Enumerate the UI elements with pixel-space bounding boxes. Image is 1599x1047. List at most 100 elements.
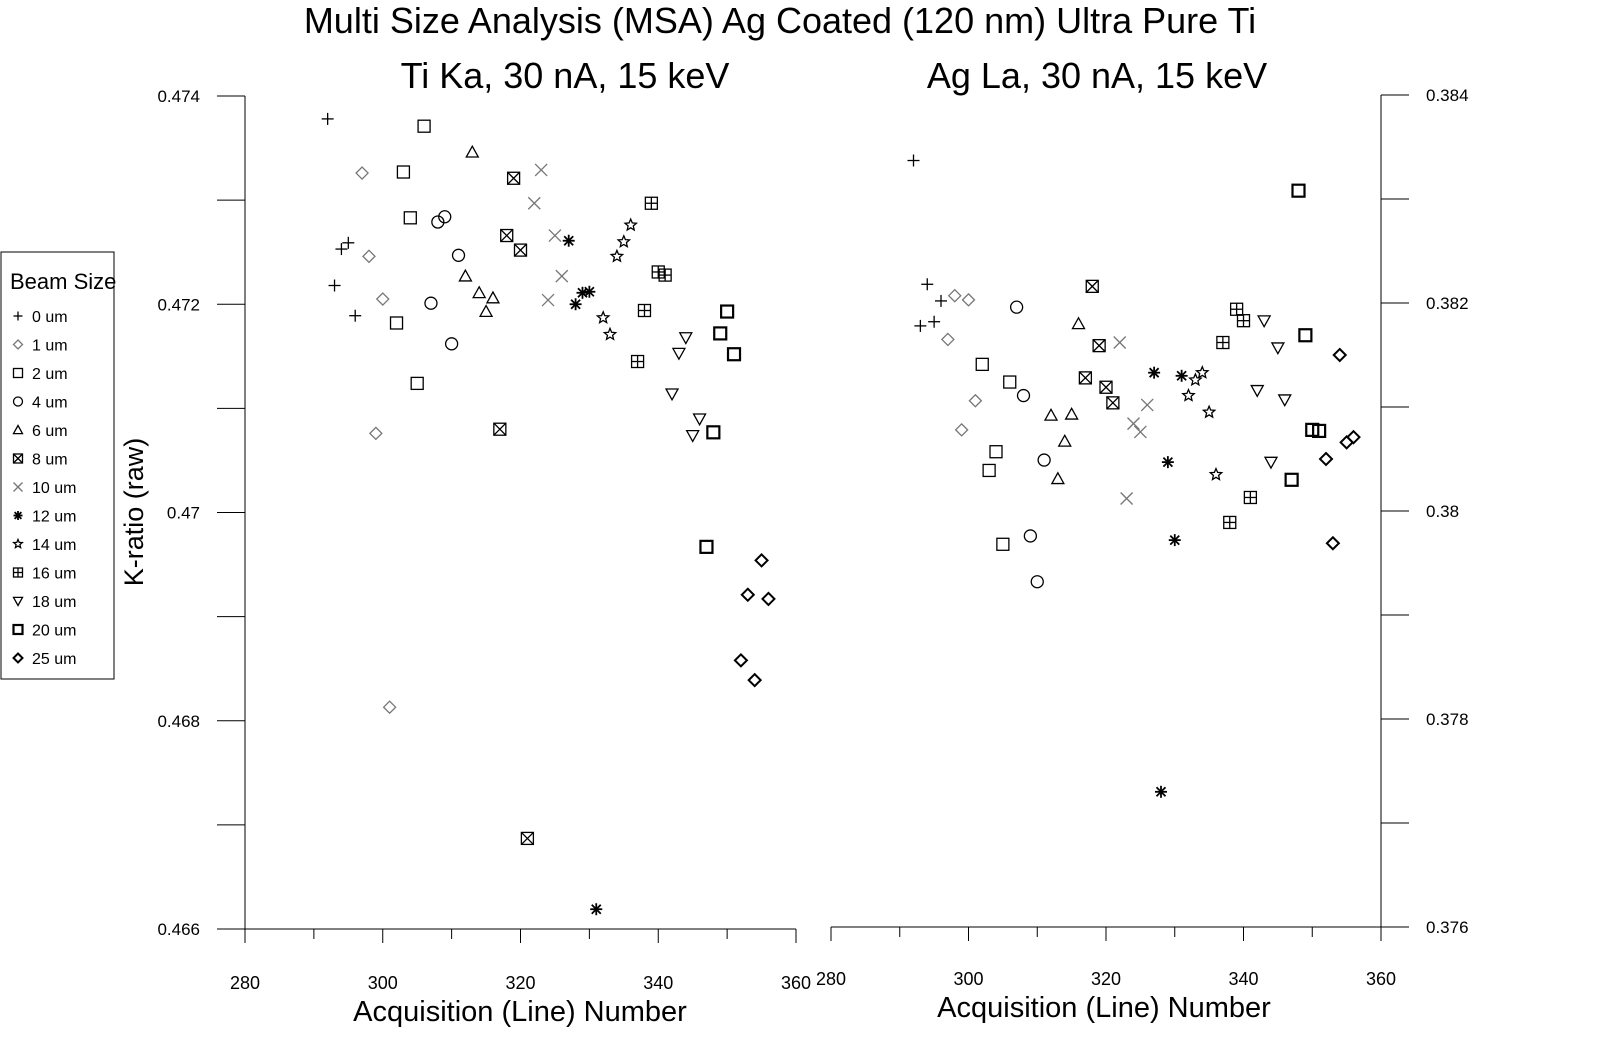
- data-point: [1030, 575, 1044, 589]
- data-point: [1023, 529, 1038, 543]
- legend-item: 10 um: [13, 480, 76, 497]
- legend-item: 8 um: [12, 452, 68, 469]
- x-tick-label: 280: [816, 969, 846, 989]
- data-point: [1312, 423, 1327, 439]
- data-point: [520, 831, 535, 846]
- series-14-um: [595, 217, 639, 341]
- data-point: [1201, 404, 1217, 419]
- data-point: [726, 347, 742, 362]
- data-point: [1243, 490, 1258, 505]
- data-point: [713, 326, 728, 341]
- data-point: [940, 332, 955, 347]
- data-point: [1257, 315, 1272, 329]
- data-point: [1277, 394, 1292, 408]
- y-tick-label: 0.474: [157, 87, 200, 106]
- legend-item: 6 um: [12, 423, 68, 440]
- series-16-um: [630, 196, 672, 369]
- data-point: [424, 296, 438, 310]
- data-point: [982, 463, 996, 478]
- y-tick-label: 0.47: [167, 504, 200, 523]
- data-point: [651, 265, 665, 279]
- data-point: [583, 285, 596, 298]
- series-10-um: [527, 163, 569, 307]
- data-point: [914, 319, 927, 332]
- legend-item: 2 um: [12, 366, 68, 383]
- data-point: [403, 211, 417, 225]
- series-8-um: [1078, 279, 1120, 410]
- data-point: [1099, 380, 1113, 394]
- data-point: [1229, 302, 1244, 316]
- data-point: [637, 303, 652, 318]
- legend-item-label: 10 um: [32, 480, 76, 497]
- triangle-up-marker-icon: [12, 424, 24, 435]
- data-point: [1216, 335, 1230, 350]
- y-tick-label: 0.384: [1426, 86, 1469, 105]
- data-point: [1133, 425, 1147, 439]
- series-8-um: [493, 171, 535, 846]
- data-point: [478, 304, 494, 317]
- data-point: [678, 332, 693, 345]
- data-point: [1208, 466, 1224, 481]
- x-tick-label: 320: [1091, 969, 1121, 989]
- legend-item-label: 18 um: [32, 594, 76, 611]
- data-point: [1009, 300, 1024, 314]
- data-point: [975, 357, 989, 372]
- data-point: [458, 268, 473, 282]
- data-point: [1339, 434, 1355, 450]
- data-point: [1043, 407, 1059, 421]
- data-point: [1298, 328, 1313, 343]
- data-point: [1168, 534, 1181, 547]
- legend-item-label: 14 um: [32, 537, 76, 554]
- y-tick-label: 0.468: [157, 712, 200, 731]
- data-point: [1057, 433, 1072, 447]
- data-point: [720, 304, 735, 319]
- data-point: [1092, 338, 1106, 353]
- data-point: [1188, 372, 1203, 387]
- data-point: [1071, 316, 1086, 330]
- data-point: [1120, 492, 1134, 505]
- data-point: [555, 269, 569, 283]
- data-point: [989, 445, 1003, 459]
- data-point: [754, 552, 769, 568]
- data-point: [1318, 451, 1334, 467]
- legend-item-label: 2 um: [32, 366, 68, 383]
- data-point: [451, 248, 466, 262]
- panel-title: Ag La, 30 nA, 15 keV: [927, 55, 1267, 96]
- legend-item-label: 12 um: [32, 509, 76, 526]
- series-25-um: [1318, 347, 1361, 551]
- y-tick-label: 0.472: [157, 295, 200, 314]
- y-tick-label: 0.466: [157, 920, 200, 939]
- data-point: [328, 279, 341, 292]
- legend-item: 20 um: [12, 623, 76, 640]
- data-point: [761, 591, 776, 607]
- legend-item-label: 0 um: [32, 309, 68, 326]
- square-bold-marker-icon: [12, 623, 24, 636]
- x-tick-label: 300: [953, 969, 983, 989]
- legend-title: Beam Size: [10, 269, 116, 294]
- data-point: [534, 163, 548, 177]
- legend-item-label: 1 um: [32, 338, 68, 355]
- data-point: [1346, 429, 1361, 445]
- legend-item: 0 um: [13, 309, 68, 326]
- series-2-um: [389, 119, 431, 391]
- data-point: [1140, 398, 1154, 412]
- x-tick-label: 300: [368, 973, 398, 993]
- data-point: [438, 210, 452, 224]
- data-point: [747, 672, 763, 688]
- data-point: [506, 171, 521, 185]
- data-point: [431, 215, 445, 229]
- data-point: [396, 165, 411, 179]
- diamond-bold-marker-icon: [12, 652, 24, 664]
- legend-item: 1 um: [12, 338, 68, 355]
- data-point: [954, 422, 969, 437]
- legend-item: 14 um: [12, 537, 76, 554]
- circle-marker-icon: [12, 396, 24, 407]
- x-tick-label: 320: [505, 973, 535, 993]
- data-point: [349, 309, 362, 322]
- series-1-um: [355, 166, 397, 715]
- data-point: [595, 310, 611, 324]
- legend: Beam Size 0 um 1 um 2 um 4 um 6 um 8 um 10 um 1…: [0, 251, 116, 680]
- data-point: [342, 236, 355, 249]
- y-axis-label: K-ratio (raw): [119, 438, 149, 587]
- data-point: [1270, 342, 1285, 356]
